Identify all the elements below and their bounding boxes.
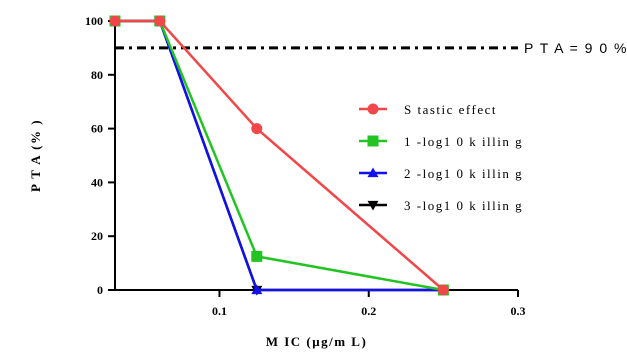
- data-point: [109, 15, 121, 27]
- series-line: [115, 19, 445, 291]
- series-triangle-down: [109, 16, 449, 296]
- y-tick-label: 80: [91, 68, 103, 82]
- legend-label: 2 -log1 0 k illin g: [404, 166, 523, 181]
- series-line: [115, 19, 444, 292]
- y-tick-label: 100: [85, 14, 103, 28]
- x-tick-label: 0.3: [511, 304, 526, 318]
- legend-marker: [367, 103, 379, 115]
- series-square: [109, 15, 449, 296]
- legend-label: 3 -log1 0 k illin g: [404, 198, 523, 213]
- y-axis-label: P T A (% ): [28, 119, 43, 192]
- legend-item: 1 -log1 0 k illin g: [359, 134, 523, 149]
- x-tick-label: 0.2: [361, 304, 376, 318]
- axes: 0 20 40 60 80 100 0.1 0.2 0.3: [85, 14, 526, 318]
- legend-item: 2 -log1 0 k illin g: [359, 166, 523, 181]
- legend-marker: [367, 200, 379, 211]
- data-point: [251, 123, 263, 135]
- data-point: [251, 250, 263, 262]
- legend-item: S tastic effect: [359, 102, 497, 117]
- y-tick-label: 20: [91, 229, 103, 243]
- legend-label: 1 -log1 0 k illin g: [404, 134, 523, 149]
- x-tick-label: 0.1: [212, 304, 227, 318]
- y-tick-label: 40: [91, 175, 103, 189]
- legend-marker: [367, 167, 379, 178]
- series-group: [109, 15, 449, 296]
- legend-item: 3 -log1 0 k illin g: [359, 198, 523, 213]
- legend: S tastic effect 1 -log1 0 k illin g 2 -log…: [359, 102, 523, 213]
- reference-line-label: P T A = 9 0 %: [524, 40, 627, 56]
- y-tick-label: 60: [91, 122, 103, 136]
- data-point: [437, 284, 449, 296]
- x-axis-label: M IC (μg/m L): [266, 334, 368, 349]
- series-circle: [109, 15, 449, 296]
- data-point: [251, 284, 263, 295]
- data-point: [154, 15, 166, 27]
- series-line: [115, 19, 444, 292]
- reference-line-group: P T A = 9 0 %: [115, 40, 627, 56]
- legend-label: S tastic effect: [404, 102, 497, 117]
- legend-marker: [367, 135, 379, 147]
- y-tick-label: 0: [97, 283, 103, 297]
- series-line: [115, 19, 444, 292]
